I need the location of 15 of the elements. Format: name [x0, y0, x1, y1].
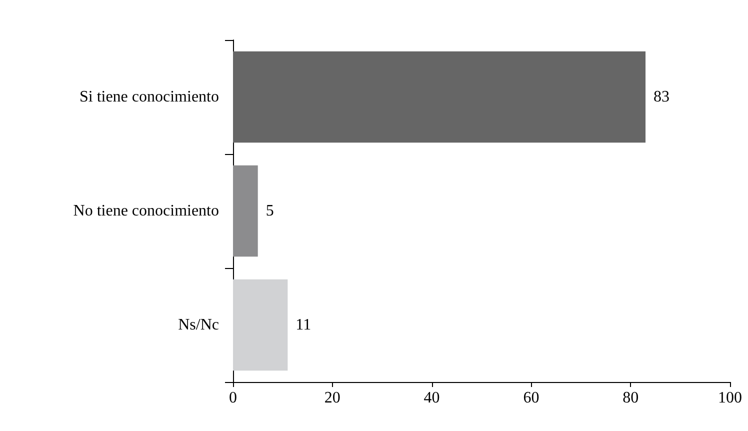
data-label: 5 — [266, 202, 274, 220]
x-tick-label: 100 — [718, 390, 742, 406]
y-tick-label: Ns/Nc — [178, 316, 219, 334]
bar — [233, 279, 288, 371]
data-label: 11 — [296, 316, 312, 334]
x-tick-label: 40 — [424, 390, 440, 406]
y-tick-label: Si tiene conocimiento — [79, 88, 219, 106]
x-tick-label: 0 — [229, 390, 237, 406]
y-tick-label: No tiene conocimiento — [73, 202, 219, 220]
x-tick-label: 80 — [622, 390, 639, 406]
x-tick-label: 20 — [324, 390, 340, 406]
data-label: 83 — [654, 88, 670, 106]
bar — [233, 51, 646, 143]
x-tick-label: 60 — [523, 390, 540, 406]
bar — [233, 165, 258, 257]
